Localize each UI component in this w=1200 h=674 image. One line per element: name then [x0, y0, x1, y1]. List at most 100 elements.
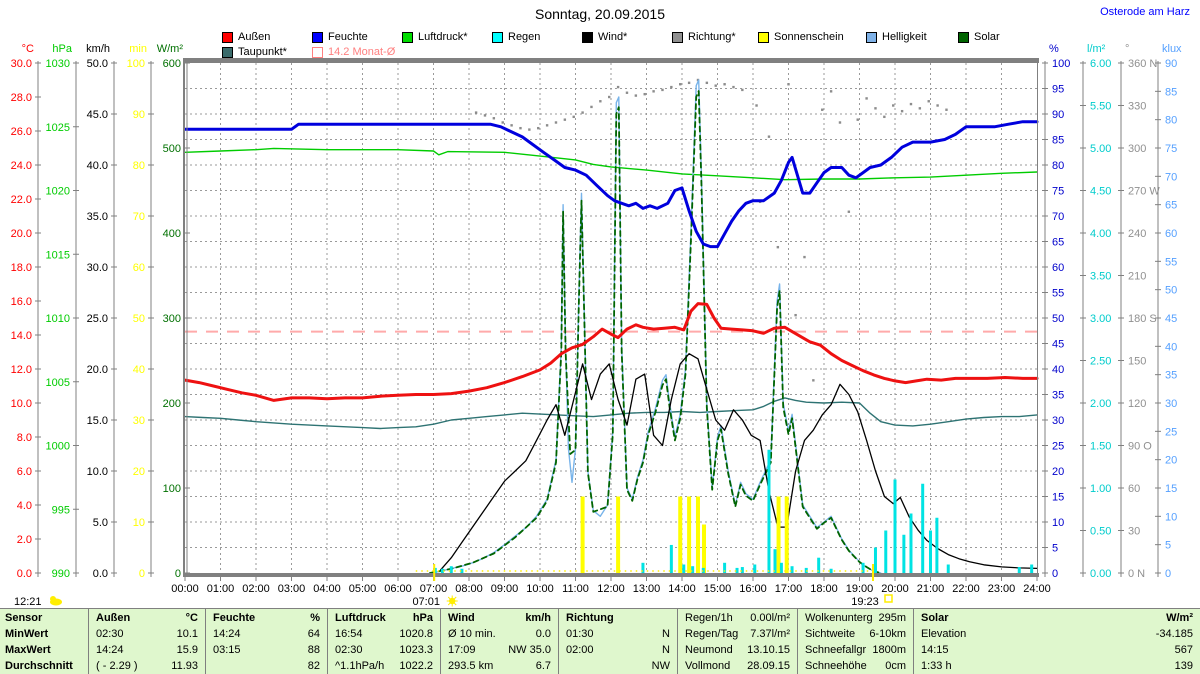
legend-item-monat: 14.2 Monat-Ø [312, 46, 395, 58]
svg-text:1015: 1015 [46, 249, 70, 261]
svg-text:6.00: 6.00 [1090, 58, 1111, 70]
x-axis: 00:00 01:00 02:00 03:00 04:00 05:00 06:00 07:00… [171, 577, 1051, 595]
table-row: 14:24 64 [206, 626, 327, 642]
svg-text:210: 210 [1128, 271, 1146, 283]
svg-text:50: 50 [1165, 285, 1177, 297]
svg-text:km/h: km/h [86, 43, 110, 55]
svg-text:05:00: 05:00 [349, 583, 377, 595]
table-cell: Richtung [566, 612, 614, 624]
table-row: Richtung [559, 610, 677, 626]
legend-item-wind: Wind* [582, 31, 627, 43]
svg-text:17:00: 17:00 [775, 583, 803, 595]
svg-text:50: 50 [1052, 313, 1064, 325]
legend-swatch-aussen-icon [222, 31, 233, 43]
day-markers: 07:01 19:23 12:21 [14, 564, 893, 608]
table-row: Neumond 13.10.15 [678, 642, 797, 658]
table-cell: 03:15 [213, 644, 241, 656]
legend-item-richtung: Richtung* [672, 31, 736, 43]
svg-text:1025: 1025 [46, 122, 70, 134]
svg-text:°C: °C [22, 43, 34, 55]
legend-item-regen: Regen [492, 31, 540, 43]
series-feuchte [183, 120, 1039, 249]
svg-text:85: 85 [1165, 86, 1177, 98]
table-group-aussen: Außen °C 02:30 10.1 14:24 15.9 ( - 2.29 ) 11.93 [88, 609, 205, 674]
table-row: NW [559, 658, 677, 674]
svg-text:04:00: 04:00 [313, 583, 341, 595]
svg-text:10: 10 [133, 517, 145, 529]
svg-text:65: 65 [1165, 200, 1177, 212]
svg-text:60: 60 [133, 262, 145, 274]
svg-text:20.0: 20.0 [11, 228, 32, 240]
svg-text:150: 150 [1128, 356, 1146, 368]
table-row: 01:30 N [559, 626, 677, 642]
table-cell: km/h [525, 612, 551, 624]
svg-text:600: 600 [163, 58, 181, 70]
svg-text:16.0: 16.0 [11, 296, 32, 308]
svg-text:1000: 1000 [46, 441, 70, 453]
svg-text:20: 20 [1165, 455, 1177, 467]
svg-text:15:00: 15:00 [704, 583, 732, 595]
svg-text:06:00: 06:00 [384, 583, 412, 595]
svg-text:35: 35 [1052, 390, 1064, 402]
series-aussen [183, 302, 1039, 402]
table-row-label: Sensor [5, 612, 43, 624]
legend-label: Solar [974, 31, 1000, 43]
table-cell: N [662, 644, 670, 656]
svg-text:30: 30 [1052, 415, 1064, 427]
svg-text:25: 25 [1165, 426, 1177, 438]
table-row: Regen/1h 0.00l/m² [678, 610, 797, 626]
svg-text:1.00: 1.00 [1090, 483, 1111, 495]
svg-text:20: 20 [1052, 466, 1064, 478]
table-row: 14:15 567 [914, 642, 1200, 658]
moonrise-icon [50, 596, 62, 606]
svg-text:360 N: 360 N [1128, 58, 1157, 70]
table-cell: 14:15 [921, 644, 949, 656]
legend-swatch-wind-icon [582, 31, 593, 43]
legend-label: Taupunkt* [238, 46, 287, 58]
table-group-feuchte: Feuchte% 14:24 64 03:15 88 82 [205, 609, 327, 674]
legend-label: Feuchte [328, 31, 368, 43]
table-cell: 1020.8 [399, 628, 433, 640]
axis-lux: 0 5 10 15 20 25 30 35 40 45 50 55 60 65 70 75 80 85 90 klux [1155, 43, 1182, 580]
legend-swatch-feuchte-icon [312, 31, 323, 43]
axis-dir: 0 N 30 60 90 O 120 150 180 S 210 240 270 W 300 330 3… [1118, 43, 1160, 580]
table-row: Ø 10 min. 0.0 [441, 626, 558, 642]
svg-text:09:00: 09:00 [491, 583, 519, 595]
svg-text:15: 15 [1052, 492, 1064, 504]
svg-text:16:00: 16:00 [739, 583, 767, 595]
svg-text:07:00: 07:00 [420, 583, 448, 595]
svg-text:40: 40 [1052, 364, 1064, 376]
svg-text:0 N: 0 N [1128, 568, 1145, 580]
svg-text:40: 40 [1165, 341, 1177, 353]
svg-text:75: 75 [1165, 143, 1177, 155]
table-cell: 11.93 [171, 660, 198, 672]
table-cell: 567 [1174, 644, 1193, 656]
table-row: 82 [206, 658, 327, 674]
svg-text:22.0: 22.0 [11, 194, 32, 206]
table-cell: Wind [448, 612, 475, 624]
page-title: Sonntag, 20.09.2015 [534, 6, 665, 22]
svg-text:1010: 1010 [46, 313, 70, 325]
legend-item-feuchte: Feuchte [312, 31, 368, 43]
table-group-wind: Wind km/h Ø 10 min. 0.0 17:09 NW 35.0 293.5 km… [440, 609, 558, 674]
legend-swatch-luftdruck-icon [402, 31, 413, 43]
legend-label: Helligkeit [882, 31, 927, 43]
table-row: 293.5 km 6.7 [441, 658, 558, 674]
station-name: Osterode am Harz [1100, 6, 1190, 18]
svg-text:40: 40 [133, 364, 145, 376]
svg-text:990: 990 [52, 568, 70, 580]
table-cell: 0.0 [535, 628, 551, 640]
svg-text:995: 995 [52, 504, 70, 516]
svg-text:11:00: 11:00 [562, 583, 589, 595]
table-cell: NW 35.0 [508, 644, 551, 656]
table-cell: 6-10km [869, 628, 906, 640]
series-taupunkt [184, 397, 1038, 430]
svg-text:4.50: 4.50 [1090, 186, 1111, 198]
svg-text:30: 30 [133, 415, 145, 427]
svg-text:0: 0 [175, 568, 181, 580]
table-row: Wind km/h [441, 610, 558, 626]
svg-text:50.0: 50.0 [87, 58, 108, 70]
table-cell: ( - 2.29 ) [96, 660, 138, 672]
table-cell: 1800m [872, 644, 906, 656]
svg-text:65: 65 [1052, 237, 1064, 249]
